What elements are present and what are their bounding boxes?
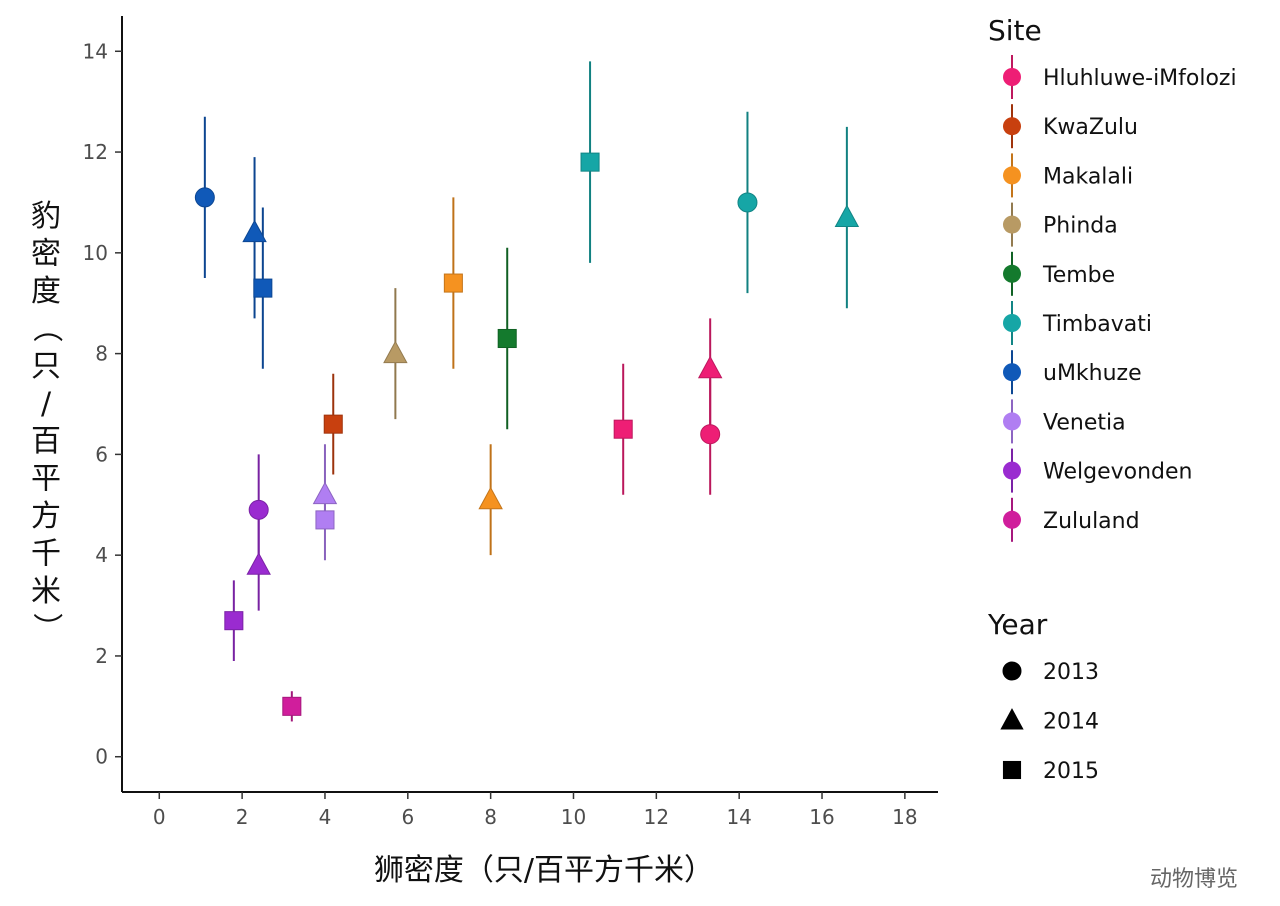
y-axis-title-char: / xyxy=(41,387,52,422)
legend-item: Makalali xyxy=(1003,153,1133,198)
y-tick-label: 14 xyxy=(83,39,108,63)
y-axis-title-char: ） xyxy=(29,613,64,643)
data-point xyxy=(697,355,723,379)
legend-swatch xyxy=(1003,510,1021,529)
legend-item: 2015 xyxy=(1002,759,1099,784)
year-legend-title: Year xyxy=(987,608,1048,641)
data-point xyxy=(580,152,600,172)
y-axis-title-char: 密 xyxy=(31,237,61,272)
x-tick-label: 16 xyxy=(809,805,834,829)
legend-swatch xyxy=(1003,461,1021,480)
y-tick-label: 8 xyxy=(95,342,108,366)
data-point xyxy=(383,340,408,364)
x-tick-label: 2 xyxy=(236,805,249,829)
data-point xyxy=(478,486,503,510)
data-point xyxy=(497,328,517,349)
legend-label: Zululand xyxy=(1043,509,1140,534)
legend-label: KwaZulu xyxy=(1043,115,1138,140)
x-tick-label: 6 xyxy=(401,805,414,829)
legend-swatch xyxy=(1003,412,1021,431)
watermark: 动物博览 xyxy=(1150,867,1238,892)
data-point xyxy=(248,499,269,520)
legend-item: Hluhluwe-iMfolozi xyxy=(1003,55,1237,99)
x-tick-label: 0 xyxy=(153,805,166,829)
legend-label: Venetia xyxy=(1043,410,1126,435)
y-axis-title-char: 度 xyxy=(31,274,61,309)
legend-label: Makalali xyxy=(1043,164,1133,189)
data-point xyxy=(700,424,721,445)
data-point xyxy=(282,696,302,716)
legend-label: Hluhluwe-iMfolozi xyxy=(1043,66,1237,91)
legend-item: Timbavati xyxy=(1003,301,1152,345)
x-axis-title: 狮密度（只/百平方千米） xyxy=(374,853,714,888)
x-tick-label: 8 xyxy=(484,805,497,829)
legend-shape xyxy=(1000,708,1024,730)
data-point xyxy=(246,552,271,575)
y-tick-label: 0 xyxy=(95,745,108,769)
y-axis-title-char: 米 xyxy=(31,574,61,609)
x-tick-label: 12 xyxy=(644,805,669,829)
x-tick-label: 14 xyxy=(726,805,751,829)
legend-label: Tembe xyxy=(1042,263,1115,288)
data-point xyxy=(194,187,215,208)
data-point xyxy=(242,219,267,243)
y-tick-label: 4 xyxy=(95,543,108,567)
data-point xyxy=(312,481,338,505)
legend-label: Timbavati xyxy=(1042,312,1152,337)
y-axis-title-char: （ xyxy=(29,313,64,343)
legend-item: 2014 xyxy=(1000,708,1099,735)
legend-swatch xyxy=(1003,264,1021,283)
y-tick-label: 12 xyxy=(83,140,108,164)
legend-label: uMkhuze xyxy=(1043,361,1142,386)
x-tick-label: 10 xyxy=(561,805,586,829)
data-point xyxy=(224,611,244,631)
legend-item: Tembe xyxy=(1003,251,1115,296)
legend-label: Welgevonden xyxy=(1043,460,1192,485)
legend-shape xyxy=(1002,760,1022,780)
legend-item: Venetia xyxy=(1003,399,1126,444)
x-tick-label: 18 xyxy=(892,805,917,829)
legend-item: Zululand xyxy=(1003,497,1140,542)
axes: 0 2 4 6 8 10 12 14 16 18 0 2 4 6 8 10 12 14 xyxy=(83,16,938,829)
y-axis-title-char: 豹 xyxy=(31,199,61,234)
legend-swatch xyxy=(1003,68,1021,86)
legend-shape xyxy=(1002,661,1022,681)
data-marks xyxy=(194,61,860,722)
legend-item: Welgevonden xyxy=(1003,448,1192,493)
legend-swatch xyxy=(1003,166,1021,185)
y-axis-title-char: 千 xyxy=(31,537,61,572)
y-tick-label: 10 xyxy=(83,241,108,265)
x-tick-label: 4 xyxy=(319,805,332,829)
legend-item: Phinda xyxy=(1003,202,1118,247)
legend-swatch xyxy=(1003,117,1021,136)
site-legend-title: Site xyxy=(988,14,1042,47)
data-point xyxy=(443,273,463,293)
legend-label: Phinda xyxy=(1043,214,1118,239)
data-point xyxy=(737,192,758,213)
y-tick-label: 6 xyxy=(95,442,108,466)
y-axis-title-char: 百 xyxy=(31,424,61,459)
legend-item: uMkhuze xyxy=(1003,350,1142,395)
legend-label: 2015 xyxy=(1043,759,1099,784)
legend-swatch xyxy=(1003,314,1021,332)
y-axis-title-char: 方 xyxy=(31,499,61,534)
data-point xyxy=(323,414,343,434)
legend-item: 2013 xyxy=(1002,660,1099,685)
y-axis-title-char: 平 xyxy=(31,462,61,497)
legend-item: KwaZulu xyxy=(1003,104,1138,149)
legend-swatch xyxy=(1003,363,1021,382)
legend-label: 2013 xyxy=(1043,660,1099,685)
data-point xyxy=(315,510,335,530)
legend-label: 2014 xyxy=(1043,710,1099,735)
data-point xyxy=(613,419,633,439)
y-tick-label: 2 xyxy=(95,644,108,668)
data-point xyxy=(253,278,273,298)
y-axis-title-char: 只 xyxy=(31,349,61,384)
legend-swatch xyxy=(1003,215,1021,234)
y-axis-title: 豹密度 （ 只/百平方千米 ） xyxy=(29,199,64,643)
data-point xyxy=(834,204,860,228)
